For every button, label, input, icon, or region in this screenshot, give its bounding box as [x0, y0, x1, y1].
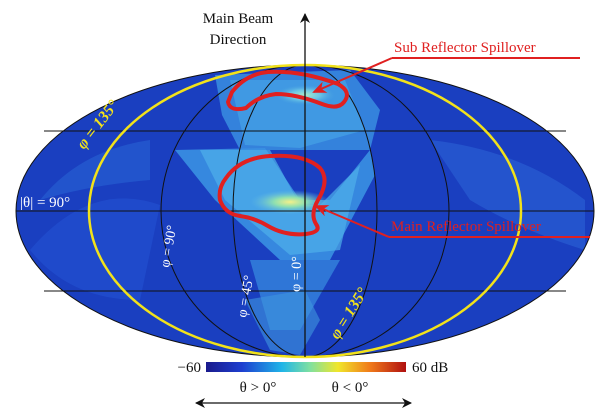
- colorbar-min-label: −60: [178, 360, 201, 376]
- main-beam-label-line1: Main Beam: [203, 11, 274, 27]
- sub-reflector-outline: [226, 69, 349, 112]
- colorbar-gradient: [206, 362, 406, 372]
- theta-positive-label: θ > 0°: [240, 380, 277, 396]
- colorbar-max-label: 60 dB: [412, 360, 448, 376]
- sub-reflector-arrow: [312, 57, 393, 93]
- main-reflector-label: Main Reflector Spillover: [391, 219, 541, 235]
- colorbar: −60 60 dB: [178, 360, 449, 376]
- main-reflector-annotation: Main Reflector Spillover: [314, 205, 590, 238]
- theta-negative-label: θ < 0°: [332, 380, 369, 396]
- phi-90-label: φ = 90°: [158, 224, 180, 269]
- phi-45-label: φ = 45°: [235, 274, 257, 319]
- sub-reflector-label: Sub Reflector Spillover: [394, 40, 536, 56]
- main-reflector-arrow: [314, 205, 390, 238]
- theta-direction-axis: θ > 0° θ < 0°: [195, 380, 412, 408]
- main-reflector-outline: [217, 153, 327, 237]
- phi-0-label: φ = 0°: [289, 256, 305, 292]
- map-field: [30, 70, 585, 355]
- theta-90-label: |θ| = 90°: [20, 195, 70, 211]
- sub-reflector-annotation: Sub Reflector Spillover: [312, 40, 580, 93]
- main-beam-label-line2: Direction: [210, 32, 267, 48]
